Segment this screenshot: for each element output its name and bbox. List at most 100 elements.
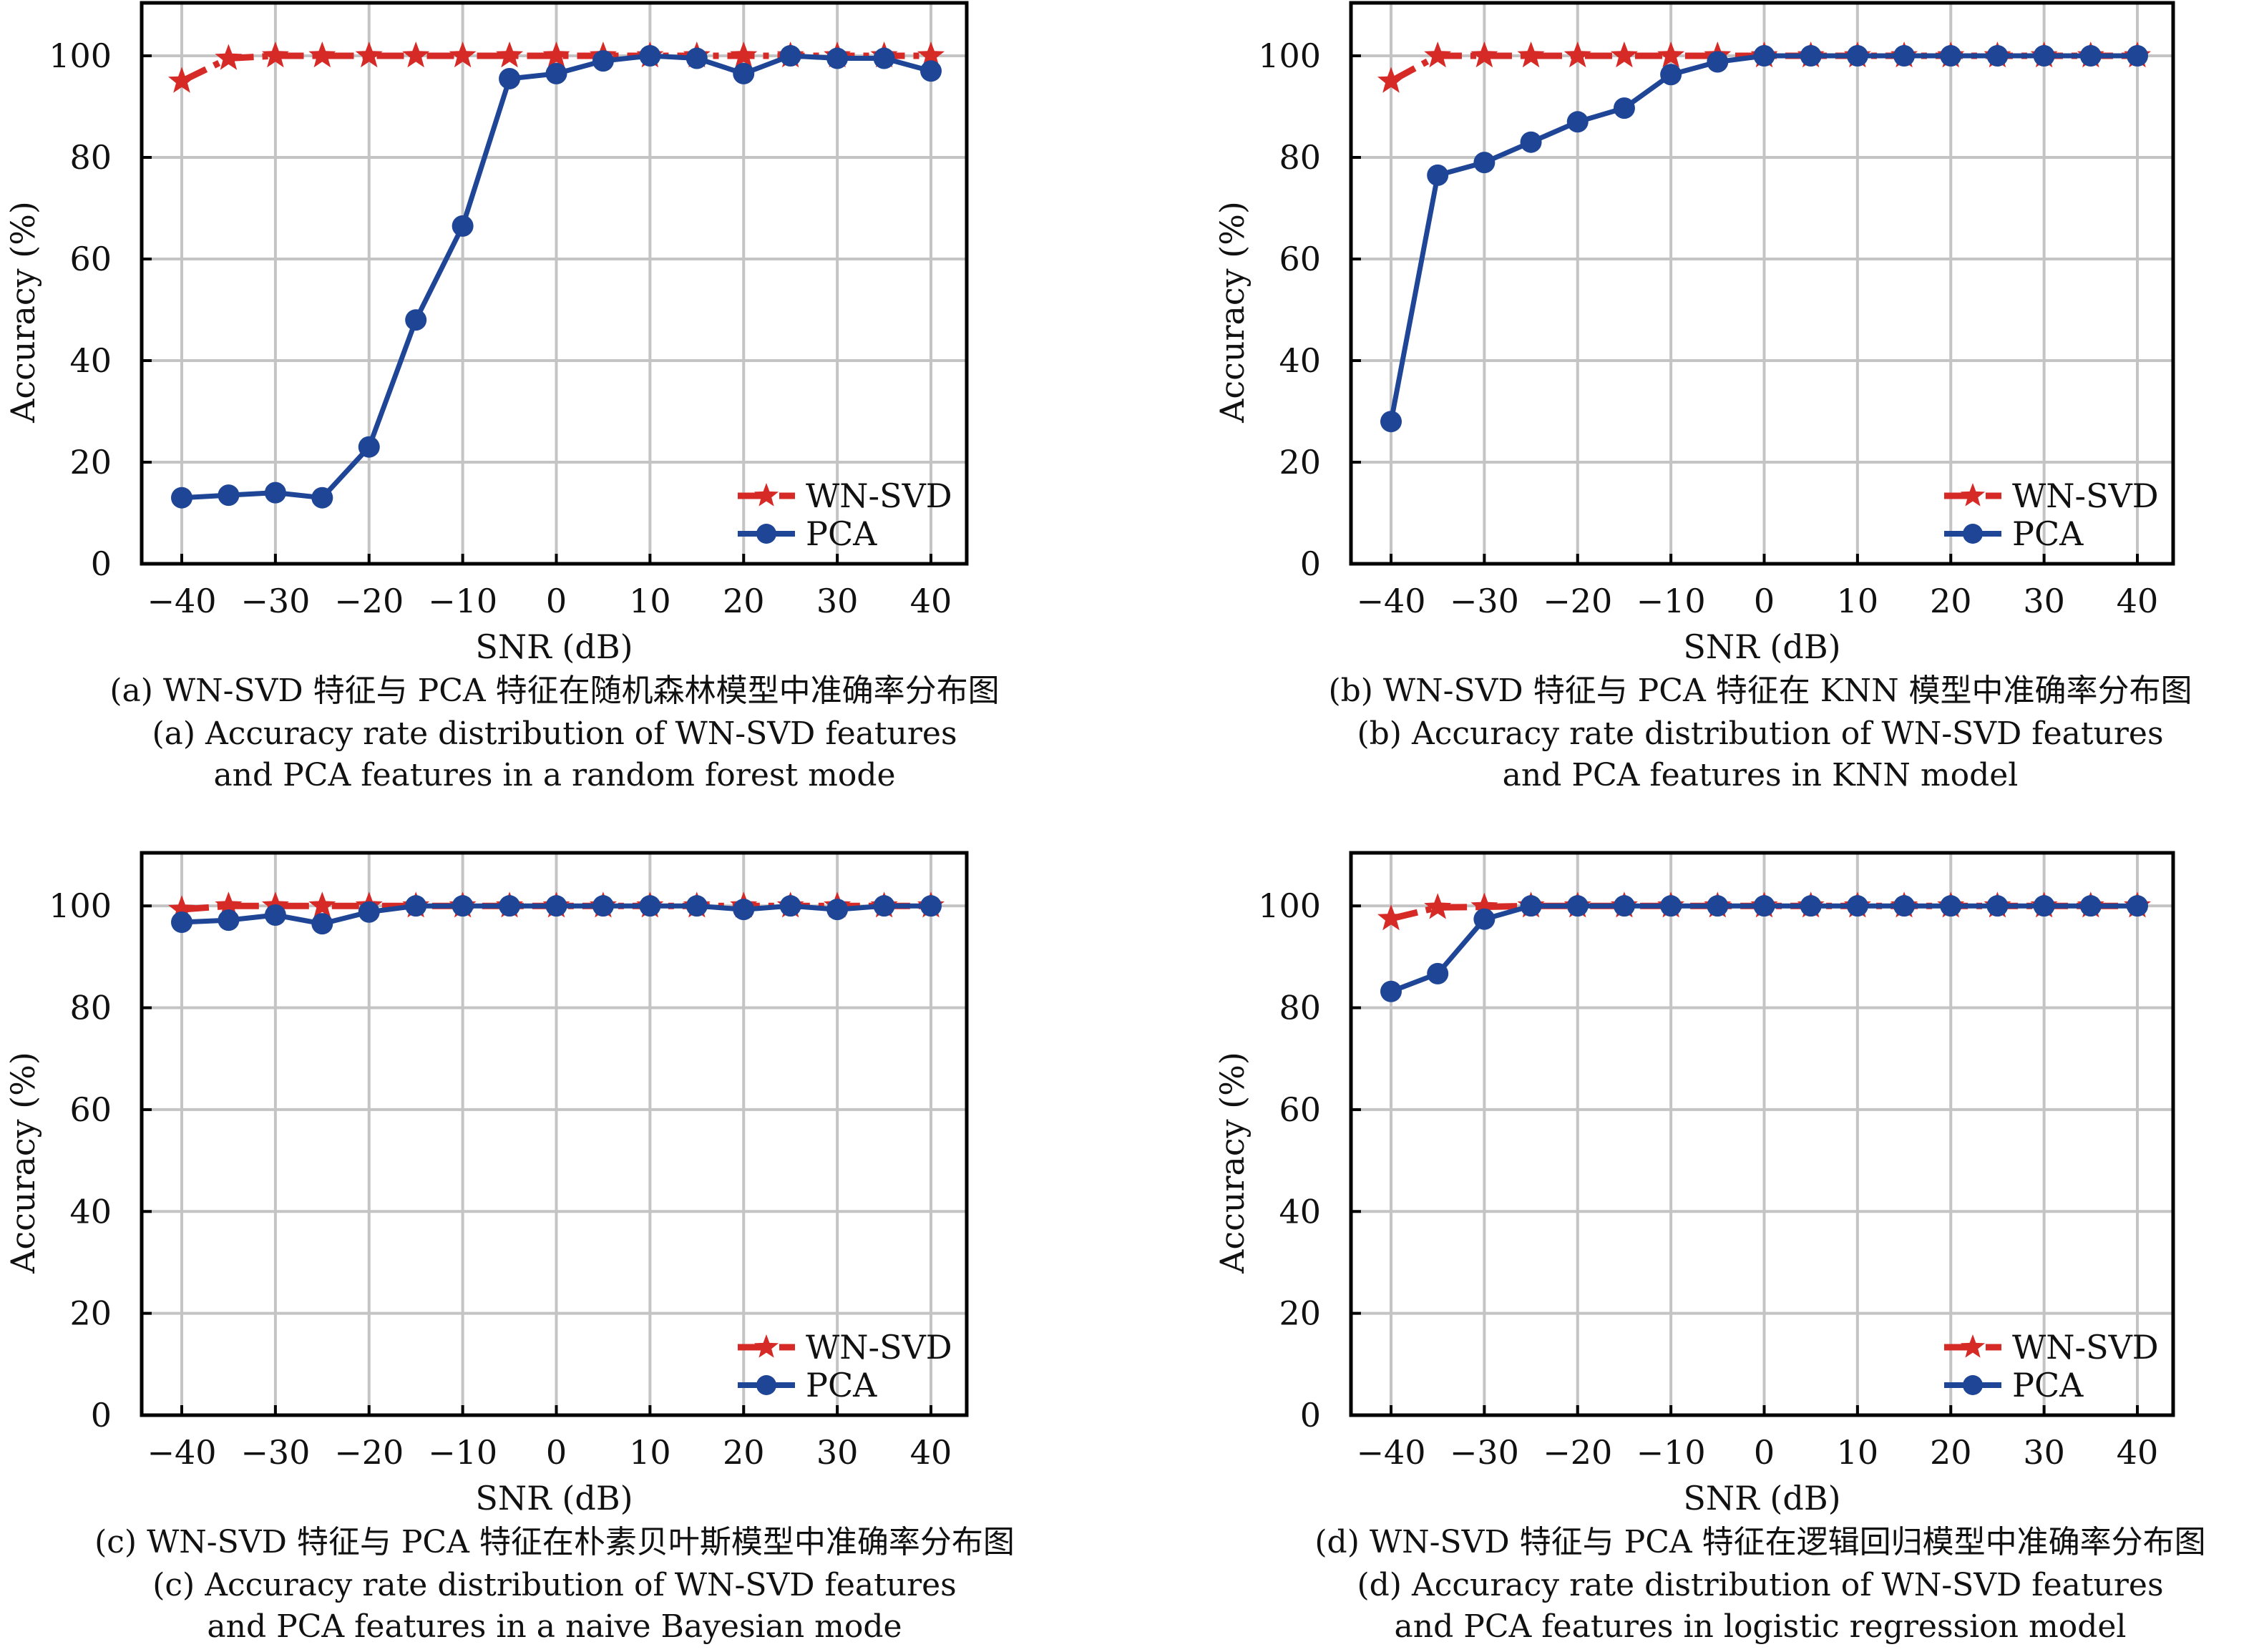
y-tick-label: 40	[69, 1192, 112, 1231]
legend-label-pca: PCA	[806, 1366, 877, 1404]
legend-marker-circle	[1963, 524, 1983, 544]
chart-panel-a: −40 −30 −20 −10 0 10 20 30 40 0 20 40 60 80 100 SNR (dB…	[4, 1, 1000, 793]
y-tick-label: 100	[49, 36, 112, 75]
data-point-circle	[592, 895, 614, 917]
data-point-circle	[1707, 51, 1729, 73]
legend-label-pca: PCA	[2012, 1366, 2084, 1404]
data-point-circle	[452, 895, 474, 917]
legend-marker-star	[1960, 483, 1986, 507]
data-point-star	[1377, 904, 1405, 931]
data-point-circle	[545, 895, 567, 917]
legend-label-pca: PCA	[2012, 514, 2084, 553]
data-point-star	[261, 41, 289, 68]
data-point-circle	[686, 47, 708, 69]
x-tick-label: −10	[428, 1433, 497, 1472]
data-point-star	[1517, 41, 1545, 68]
x-axis-label: SNR (dB)	[475, 1479, 633, 1517]
x-tick-label: 30	[2023, 1433, 2065, 1472]
x-tick-label: 0	[1754, 1433, 1775, 1472]
data-point-star	[917, 41, 945, 68]
caption-chinese: (a) WN-SVD 特征与 PCA 特征在随机森林模型中准确率分布图	[109, 673, 999, 709]
data-point-circle	[920, 60, 942, 82]
legend-label-pca: PCA	[806, 514, 877, 553]
data-point-circle	[733, 899, 755, 921]
data-point-circle	[1893, 45, 1916, 67]
y-tick-label: 20	[69, 1294, 112, 1333]
data-point-star	[308, 891, 336, 918]
plot-frame	[1349, 851, 2175, 1417]
data-point-circle	[358, 436, 380, 458]
gridlines	[142, 853, 967, 1415]
y-tick-label: 60	[69, 1090, 112, 1129]
data-point-circle	[779, 45, 801, 67]
data-point-circle	[920, 895, 942, 917]
data-point-circle	[592, 50, 614, 72]
data-point-circle	[1660, 895, 1682, 917]
x-tick-label: 10	[1837, 1433, 1879, 1472]
y-axis-label: Accuracy (%)	[1213, 201, 1252, 424]
data-point-circle	[264, 482, 286, 504]
x-axis-label: SNR (dB)	[475, 627, 633, 666]
data-point-circle	[1940, 895, 1962, 917]
data-point-circle	[499, 67, 521, 89]
x-tick-label: 0	[546, 582, 567, 620]
legend-label-wnsvd: WN-SVD	[2012, 476, 2159, 515]
data-point-circle	[686, 895, 708, 917]
y-axis-label: Accuracy (%)	[4, 1052, 42, 1274]
data-point-circle	[779, 895, 801, 917]
chart-panel-c: −40 −30 −20 −10 0 10 20 30 40 0 20 40 60 80 100 SNR (dB…	[4, 851, 1015, 1645]
y-tick-label: 40	[1279, 341, 1321, 380]
x-tick-label: −30	[1450, 1433, 1519, 1472]
data-point-star	[1424, 41, 1452, 68]
data-point-circle	[826, 899, 849, 921]
x-tick-label: 0	[546, 1433, 567, 1472]
data-point-circle	[1427, 164, 1449, 186]
data-point-circle	[311, 913, 333, 935]
caption-english-line2: and PCA features in a naive Bayesian mod…	[207, 1608, 902, 1645]
caption-english-line1: (c) Accuracy rate distribution of WN-SVD…	[152, 1567, 957, 1603]
x-tick-label: −30	[1450, 582, 1519, 620]
x-tick-label: −20	[1543, 582, 1612, 620]
data-point-circle	[499, 895, 521, 917]
caption-english-line1: (a) Accuracy rate distribution of WN-SVD…	[152, 715, 957, 752]
data-point-circle	[405, 895, 427, 917]
series-pca	[171, 45, 942, 509]
data-point-circle	[733, 62, 755, 84]
data-point-star	[449, 41, 477, 68]
data-point-star	[542, 41, 570, 68]
x-tick-label: −10	[1636, 1433, 1706, 1472]
data-point-star	[168, 67, 195, 93]
data-point-circle	[2033, 895, 2055, 917]
legend-marker-star	[753, 483, 779, 507]
data-point-circle	[1613, 97, 1635, 119]
data-point-circle	[639, 895, 661, 917]
y-tick-label: 20	[1279, 1294, 1321, 1333]
caption-english-line1: (d) Accuracy rate distribution of WN-SVD…	[1357, 1567, 2163, 1603]
data-point-circle	[2127, 45, 2148, 67]
data-point-circle	[1846, 45, 1868, 67]
chart-panel-b: −40 −30 −20 −10 0 10 20 30 40 0 20 40 60 80 100 SNR (dB…	[1213, 1, 2192, 793]
data-point-circle	[1893, 895, 1916, 917]
y-tick-label: 40	[1279, 1192, 1321, 1231]
data-point-circle	[1660, 64, 1682, 86]
x-tick-label: 40	[2117, 1433, 2159, 1472]
legend-label-wnsvd: WN-SVD	[806, 476, 952, 515]
x-tick-label: 30	[2023, 582, 2065, 620]
x-tick-label: 10	[1837, 582, 1879, 620]
data-point-circle	[639, 45, 661, 67]
x-tick-label: −40	[1356, 582, 1425, 620]
y-tick-label: 0	[91, 544, 112, 583]
y-tick-label: 40	[69, 341, 112, 380]
data-point-star	[730, 41, 758, 68]
x-tick-label: −20	[1543, 1433, 1612, 1472]
data-point-circle	[2127, 895, 2148, 917]
data-point-circle	[2079, 895, 2102, 917]
y-tick-label: 20	[69, 443, 112, 482]
y-tick-label: 60	[1279, 240, 1321, 278]
y-tick-label: 80	[1279, 138, 1321, 177]
y-tick-label: 20	[1279, 443, 1321, 482]
legend-marker-star	[1960, 1334, 1986, 1358]
data-point-star	[1377, 67, 1405, 93]
